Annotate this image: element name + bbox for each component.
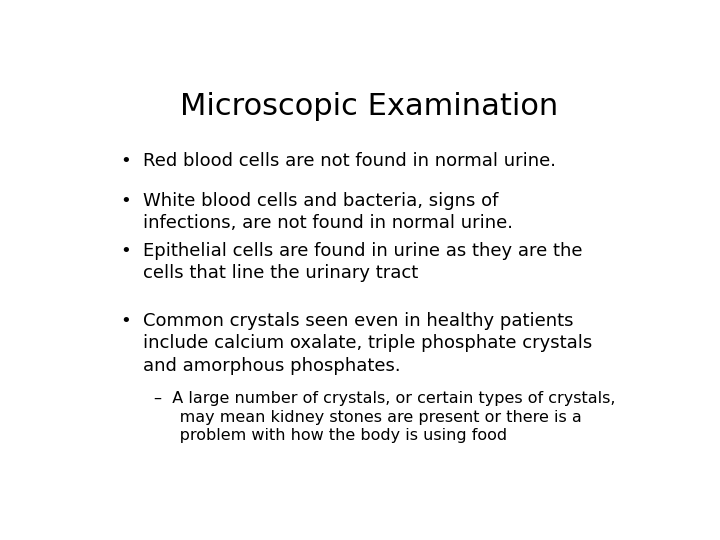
Text: •: • [121, 152, 132, 170]
Text: Common crystals seen even in healthy patients
include calcium oxalate, triple ph: Common crystals seen even in healthy pat… [143, 312, 593, 375]
Text: •: • [121, 192, 132, 210]
Text: •: • [121, 241, 132, 260]
Text: Microscopic Examination: Microscopic Examination [180, 92, 558, 121]
Text: Epithelial cells are found in urine as they are the
cells that line the urinary : Epithelial cells are found in urine as t… [143, 241, 582, 282]
Text: –  A large number of crystals, or certain types of crystals,
     may mean kidne: – A large number of crystals, or certain… [154, 391, 616, 443]
Text: White blood cells and bacteria, signs of
infections, are not found in normal uri: White blood cells and bacteria, signs of… [143, 192, 513, 232]
Text: Red blood cells are not found in normal urine.: Red blood cells are not found in normal … [143, 152, 556, 170]
Text: •: • [121, 312, 132, 330]
